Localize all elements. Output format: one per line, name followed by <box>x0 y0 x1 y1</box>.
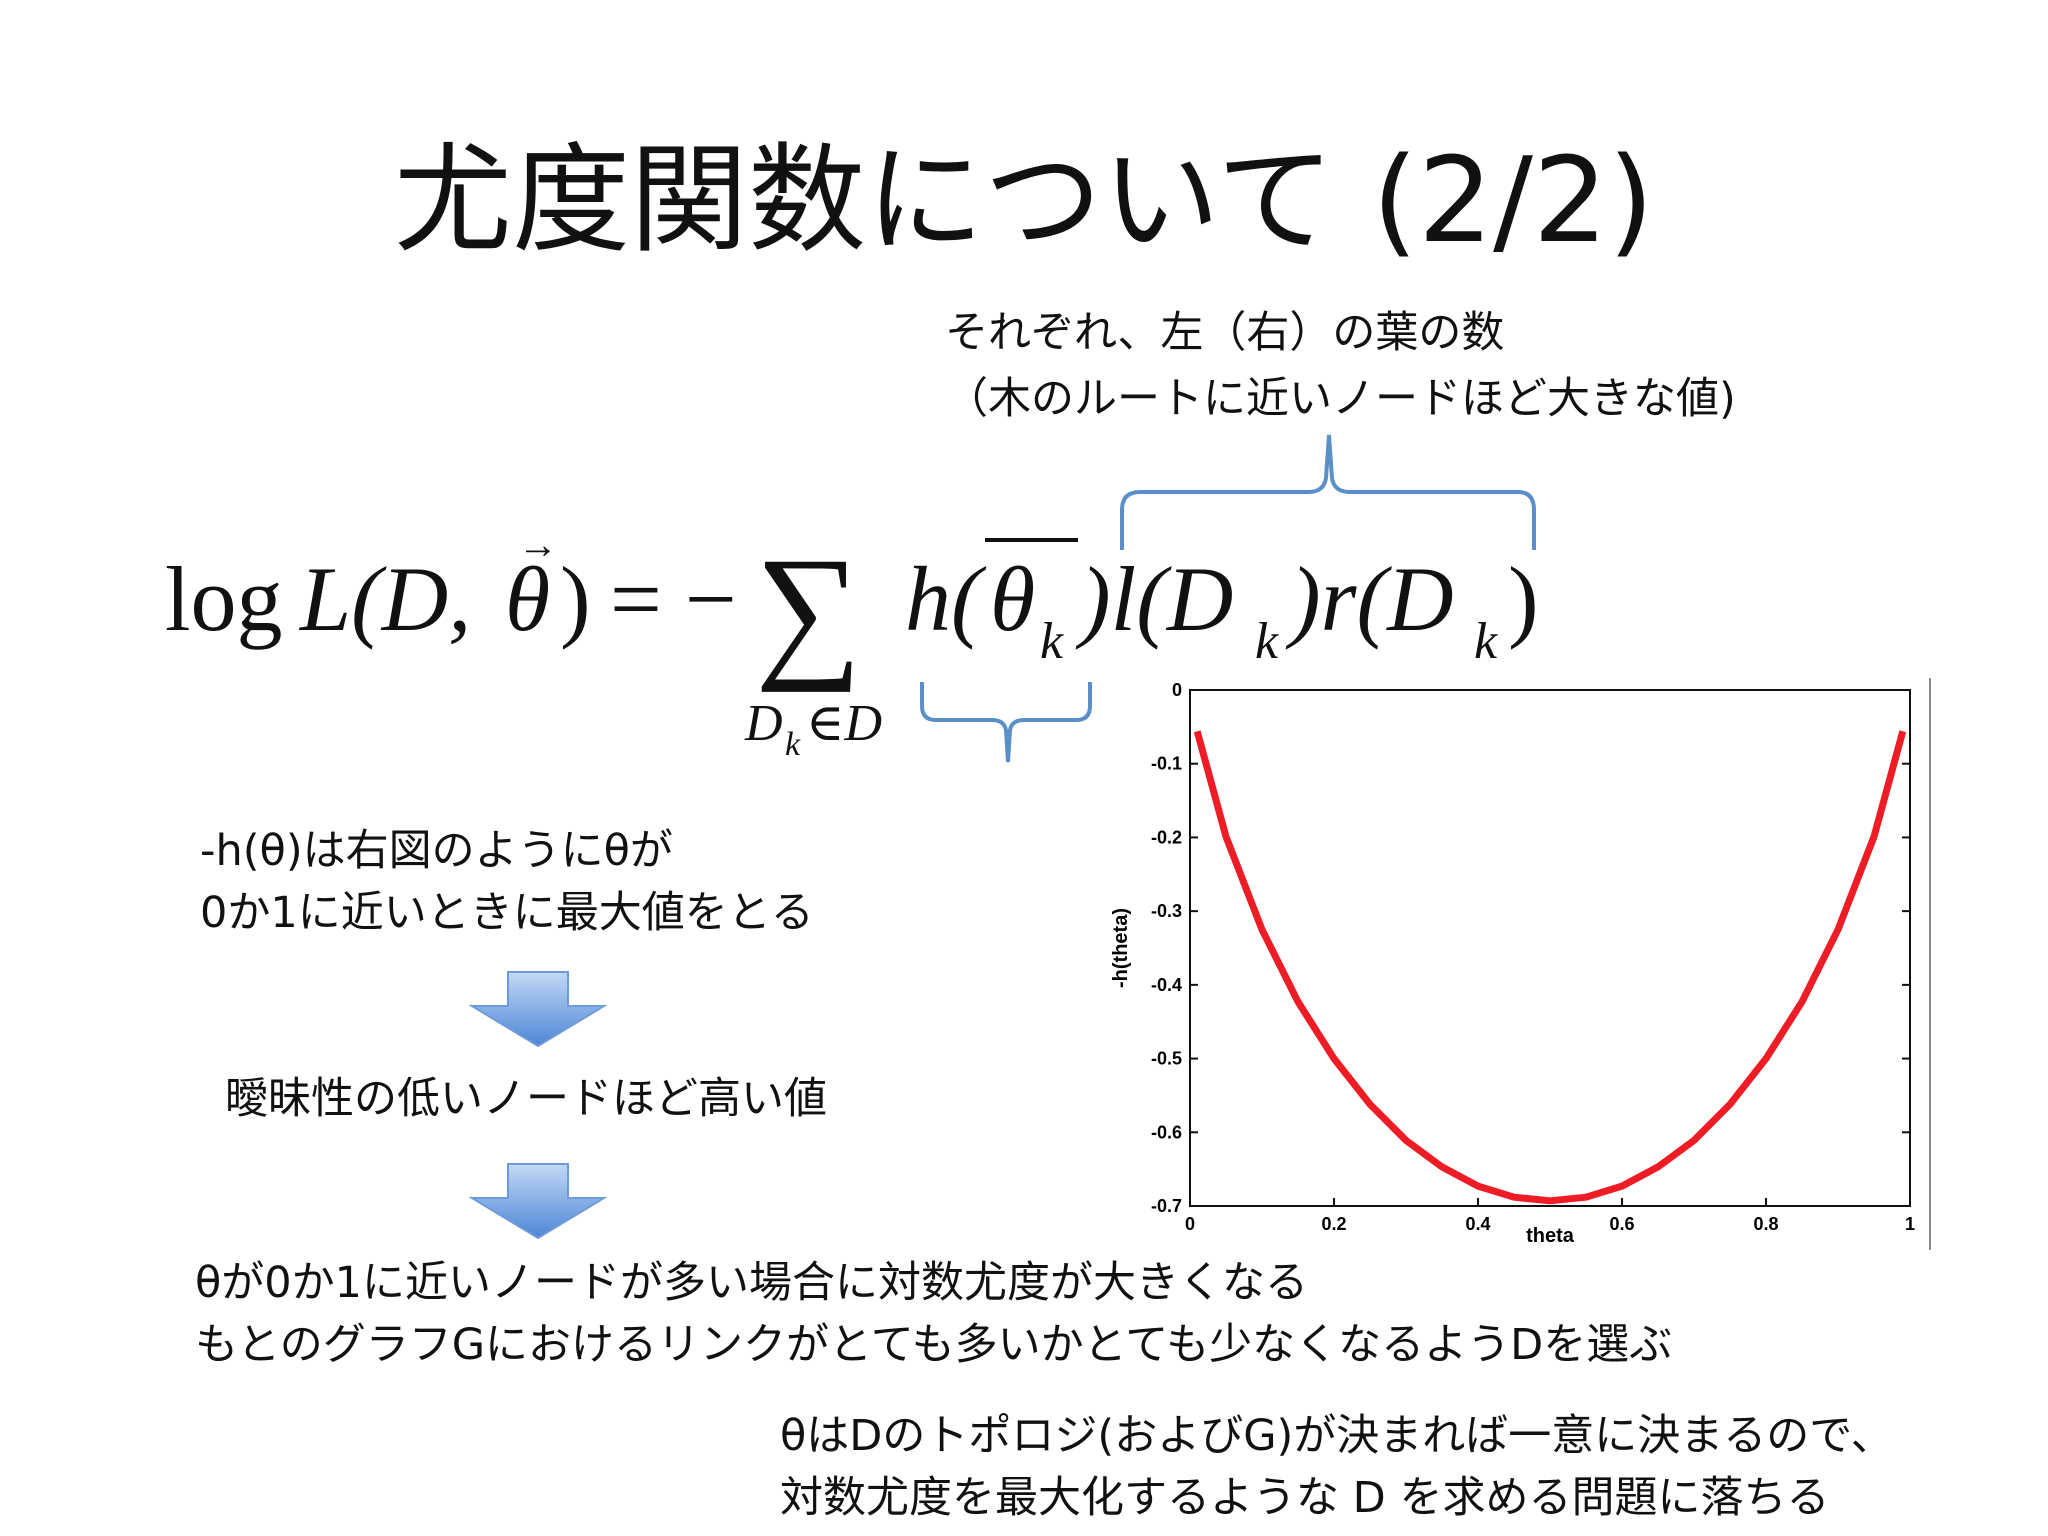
theta-sub-k: k <box>1040 613 1064 670</box>
x-tick-label: 0.8 <box>1753 1214 1778 1234</box>
explanation-line1: -h(θ)は右図のようにθが <box>200 826 673 876</box>
sum-index: D <box>744 695 783 752</box>
y-tick-label: -0.4 <box>1151 975 1182 995</box>
conclusion-line2: もとのグラフGにおけるリンクがとても多いかとても少なくなるようDを選ぶ <box>195 1320 1673 1370</box>
log-likelihood-formula: log L(D, θ → ) = − ∑ D k ∈D h( θ k )l(D … <box>165 434 1539 763</box>
y-tick-label: 0 <box>1172 680 1182 700</box>
ambiguity-statement: 曖昧性の低いノードほど高い値 <box>225 1074 827 1124</box>
final-block: θはDのトポロジ(およびG)が決まれば一意に決まるので、 対数尤度を最大化するよ… <box>780 1405 1894 1529</box>
x-axis-label: theta <box>1526 1225 1575 1247</box>
formula-r: )r(D <box>1285 548 1454 650</box>
down-arrow-icon <box>468 971 608 1048</box>
x-tick-label: 0.2 <box>1321 1214 1346 1234</box>
sum-sign: ∑ <box>755 527 862 693</box>
formula-log: log <box>165 548 283 650</box>
data-series-line <box>1193 730 1907 1205</box>
sum-index-rest: ∈D <box>806 695 882 752</box>
plot-area <box>1189 689 1911 1207</box>
formula-lhs: L(D, <box>298 548 471 650</box>
top-brace <box>1120 434 1536 550</box>
y-tick-label: -0.3 <box>1151 901 1182 921</box>
x-tick-label: 0 <box>1185 1214 1195 1234</box>
l-sub-k: k <box>1255 613 1279 670</box>
explanation-line2: 0か1に近いときに最大値をとる <box>200 888 814 938</box>
down-arrow-icon <box>468 1163 608 1240</box>
leaf-count-note-line2: （木のルートに近いノードほど大きな値) <box>945 374 1736 424</box>
formula-theta: θ <box>505 548 550 650</box>
y-tick-label: -0.5 <box>1151 1049 1182 1069</box>
neg-entropy-chart: 0 0.2 0.4 0.6 0.8 1 0 -0.1 -0.2 -0.3 -0.4 -0.5 -0.6 -… <box>1110 678 1931 1250</box>
explanation-block: -h(θ)は右図のようにθが 0か1に近いときに最大値をとる <box>200 820 814 944</box>
final-line2: 対数尤度を最大化するような D を求める問題に落ちる <box>780 1473 1830 1523</box>
formula-theta-bar: θ <box>990 548 1035 650</box>
leaf-count-note-line1: それぞれ、左（右）の葉の数 <box>945 308 1505 358</box>
y-axis-label: -h(theta) <box>1110 908 1132 988</box>
conclusion-line1: θが0か1に近いノードが多い場合に対数尤度が大きくなる <box>195 1258 1309 1308</box>
x-tick-label: 1 <box>1905 1214 1915 1234</box>
conclusion-block: θが0か1に近いノードが多い場合に対数尤度が大きくなる もとのグラフGにおけるリ… <box>195 1252 1672 1376</box>
slide-title: 尤度関数について (2/2) <box>394 131 1654 269</box>
x-tick-label: 0.6 <box>1609 1214 1634 1234</box>
bottom-brace <box>920 682 1092 763</box>
formula-h: h( <box>905 548 987 650</box>
formula-equals: = − <box>610 548 737 650</box>
y-tick-label: -0.6 <box>1151 1122 1182 1142</box>
formula-close: ) <box>560 548 591 650</box>
y-tick-label: -0.2 <box>1151 827 1182 847</box>
leaf-count-note: それぞれ、左（右）の葉の数 （木のルートに近いノードほど大きな値) <box>945 300 1736 432</box>
formula-l: )l(D <box>1075 548 1233 650</box>
formula-end: ) <box>1508 548 1539 650</box>
y-tick-label: -0.1 <box>1151 754 1182 774</box>
vector-arrow-icon: → <box>518 522 558 567</box>
sum-index-sub: k <box>785 726 801 763</box>
final-line1: θはDのトポロジ(およびG)が決まれば一意に決まるので、 <box>780 1411 1894 1461</box>
y-tick-label: -0.7 <box>1151 1196 1182 1216</box>
r-sub-k: k <box>1474 613 1498 670</box>
x-tick-label: 0.4 <box>1465 1214 1490 1234</box>
